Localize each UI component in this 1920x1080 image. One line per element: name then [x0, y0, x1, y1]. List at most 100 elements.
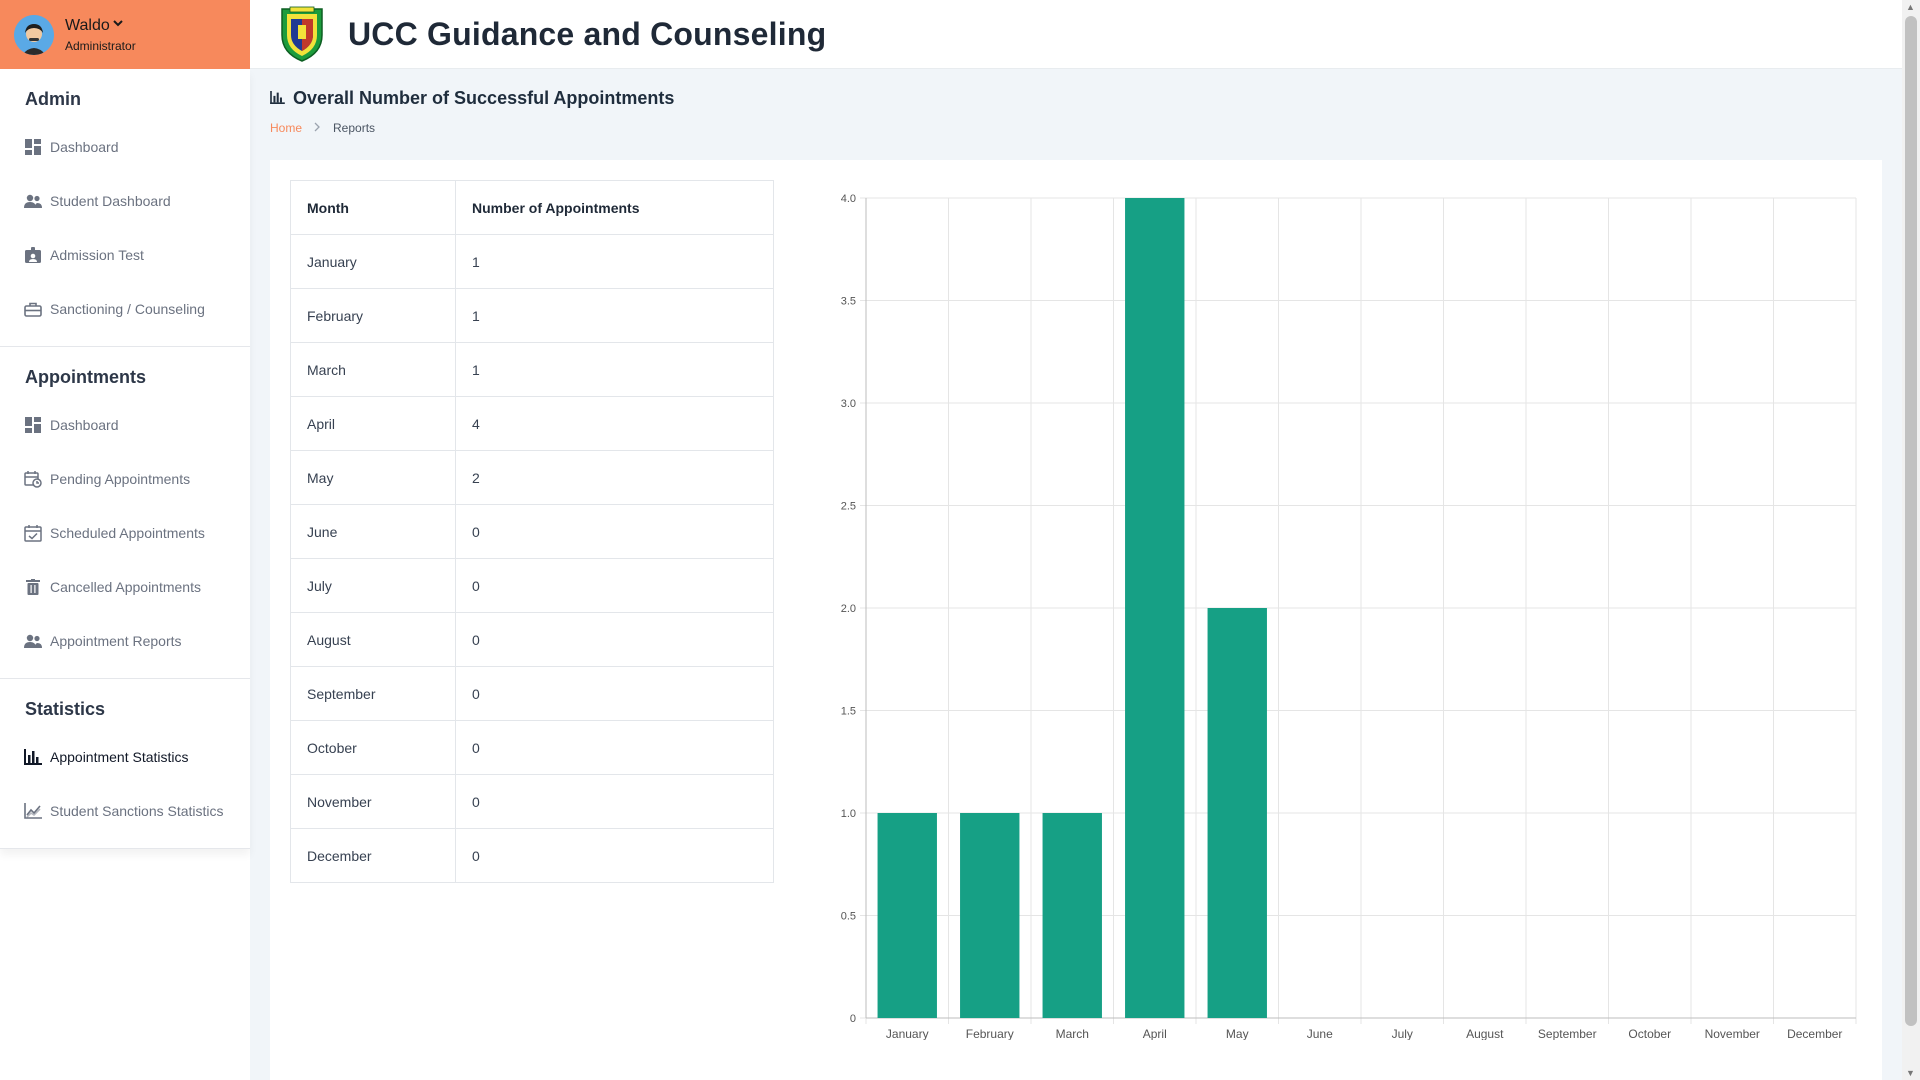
bar-february: [960, 813, 1020, 1018]
bar-chart-icon: [24, 748, 42, 766]
nav-section-title: Statistics: [25, 699, 106, 719]
sidebar-item-admission-test[interactable]: Admission Test: [0, 228, 250, 282]
table-row: December 0: [290, 828, 774, 883]
page-scrollbar[interactable]: ▲ ▼: [1902, 0, 1920, 1080]
table-row: October 0: [290, 720, 774, 775]
y-tick-label: 4.0: [841, 193, 856, 205]
y-tick-label: 2.0: [841, 603, 856, 615]
table-row: November 0: [290, 774, 774, 829]
calendar-clock-icon: [24, 470, 42, 488]
breadcrumb-current: Reports: [333, 121, 376, 135]
trash-icon: [24, 578, 42, 596]
table-row: May 2: [290, 450, 774, 505]
month-cell: February: [290, 288, 456, 343]
calendar-check-icon: [24, 524, 42, 542]
header: UCC Guidance and Counseling: [250, 0, 1902, 69]
x-tick-label: January: [886, 1027, 929, 1040]
chevron-right-icon: [314, 122, 321, 135]
x-tick-label: April: [1143, 1027, 1167, 1040]
month-cell: November: [290, 774, 456, 829]
table-header-row: Month Number of Appointments: [290, 180, 774, 235]
count-cell: 1: [455, 234, 774, 289]
count-cell: 0: [455, 666, 774, 721]
chevron-down-icon: [113, 18, 123, 31]
sidebar-item-appointment-reports[interactable]: Appointment Reports: [0, 614, 250, 668]
nav-section-statistics: Statistics Appointment Statistics Studen…: [0, 679, 250, 849]
dashboard-icon: [24, 416, 42, 434]
bar-chart-icon: [270, 88, 285, 109]
app-title: UCC Guidance and Counseling: [348, 15, 827, 52]
scroll-up-icon[interactable]: ▲: [1906, 2, 1915, 12]
sidebar-item-label: Appointment Statistics: [50, 749, 189, 765]
sidebar-item-appointments-dashboard[interactable]: Dashboard: [0, 398, 250, 452]
month-cell: April: [290, 396, 456, 451]
id-badge-icon: [24, 246, 42, 264]
y-tick-label: 0.5: [841, 911, 856, 923]
page-header: Overall Number of Successful Appointment…: [270, 88, 674, 135]
sidebar-item-label: Admission Test: [50, 247, 144, 263]
x-tick-label: October: [1628, 1027, 1671, 1040]
column-header-month: Month: [290, 180, 456, 235]
user-menu[interactable]: Waldo Administrator: [0, 0, 250, 69]
page-title: Overall Number of Successful Appointment…: [293, 88, 675, 108]
ucc-logo: [276, 5, 328, 63]
month-cell: December: [290, 828, 456, 883]
y-tick-label: 1.5: [841, 706, 856, 718]
count-cell: 0: [455, 828, 774, 883]
table-row: August 0: [290, 612, 774, 667]
month-cell: March: [290, 342, 456, 397]
sidebar-item-admin-dashboard[interactable]: Dashboard: [0, 120, 250, 174]
nav-section-title: Appointments: [25, 367, 146, 387]
count-cell: 1: [455, 342, 774, 397]
avatar: [14, 14, 54, 55]
breadcrumb-home-link[interactable]: Home: [270, 121, 303, 135]
x-tick-label: February: [966, 1027, 1014, 1040]
column-header-count: Number of Appointments: [455, 180, 774, 235]
x-tick-label: August: [1466, 1027, 1504, 1040]
users-icon: [24, 632, 42, 650]
sidebar-item-student-dashboard[interactable]: Student Dashboard: [0, 174, 250, 228]
scroll-down-icon[interactable]: ▼: [1906, 1068, 1915, 1078]
sidebar-item-appointment-statistics[interactable]: Appointment Statistics: [0, 730, 250, 784]
table-row: June 0: [290, 504, 774, 559]
sidebar-item-cancelled-appointments[interactable]: Cancelled Appointments: [0, 560, 250, 614]
briefcase-icon: [24, 300, 42, 318]
sidebar-item-label: Scheduled Appointments: [50, 525, 205, 541]
line-chart-icon: [24, 802, 42, 820]
user-name: Waldo: [65, 16, 110, 34]
sidebar-item-label: Appointment Reports: [50, 633, 182, 649]
scrollbar-thumb[interactable]: [1905, 16, 1917, 1026]
dashboard-icon: [24, 138, 42, 156]
bar-may: [1207, 608, 1267, 1018]
nav-section-admin: Admin Dashboard Student Dashboard Admiss…: [0, 69, 250, 347]
x-tick-label: July: [1392, 1027, 1413, 1040]
bar-april: [1125, 198, 1185, 1018]
month-cell: August: [290, 612, 456, 667]
sidebar-item-label: Dashboard: [50, 417, 119, 433]
sidebar-item-scheduled-appointments[interactable]: Scheduled Appointments: [0, 506, 250, 560]
count-cell: 0: [455, 504, 774, 559]
sidebar-item-sanctioning[interactable]: Sanctioning / Counseling: [0, 282, 250, 336]
y-tick-label: 3.0: [841, 398, 856, 410]
table-row: April 4: [290, 396, 774, 451]
month-cell: October: [290, 720, 456, 775]
count-cell: 0: [455, 774, 774, 829]
sidebar-item-pending-appointments[interactable]: Pending Appointments: [0, 452, 250, 506]
sidebar-item-label: Student Sanctions Statistics: [50, 803, 224, 819]
sidebar-item-sanctions-statistics[interactable]: Student Sanctions Statistics: [0, 784, 250, 838]
sidebar-menu: Admin Dashboard Student Dashboard Admiss…: [0, 69, 250, 849]
month-cell: June: [290, 504, 456, 559]
nav-section-appointments: Appointments Dashboard Pending Appointme…: [0, 347, 250, 679]
sidebar-item-label: Cancelled Appointments: [50, 579, 201, 595]
table-row: March 1: [290, 342, 774, 397]
month-cell: July: [290, 558, 456, 613]
sidebar-item-label: Dashboard: [50, 139, 119, 155]
y-tick-label: 2.5: [841, 501, 856, 513]
count-cell: 0: [455, 558, 774, 613]
x-tick-label: September: [1538, 1027, 1597, 1040]
bar-january: [877, 813, 937, 1018]
sidebar-item-label: Student Dashboard: [50, 193, 171, 209]
count-cell: 0: [455, 612, 774, 667]
report-card: Month Number of Appointments January 1 Fe…: [270, 160, 1882, 1080]
nav-section-title: Admin: [25, 89, 81, 109]
